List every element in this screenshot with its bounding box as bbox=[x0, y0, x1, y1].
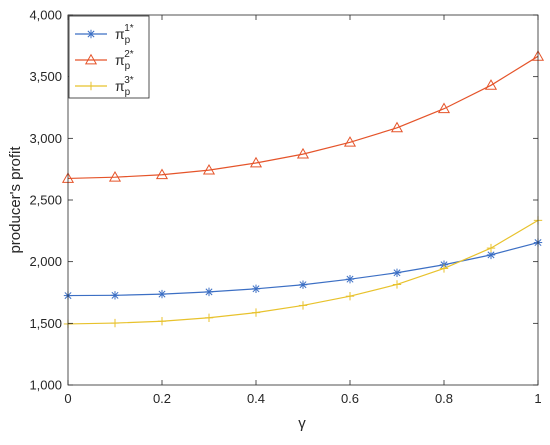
series-1-point bbox=[204, 287, 214, 297]
x-axis-label: γ bbox=[298, 415, 306, 432]
series-1-point-stroke bbox=[252, 285, 260, 293]
x-tick-label: 0.8 bbox=[435, 391, 453, 406]
legend-label-sub: p bbox=[125, 35, 131, 46]
series-2-point-shape bbox=[437, 102, 451, 114]
series-2-point-shape bbox=[296, 147, 310, 159]
series-1-point-stroke bbox=[487, 251, 495, 259]
legend-swatch-marker bbox=[86, 81, 96, 91]
x-tick-label: 1 bbox=[534, 391, 541, 406]
series-3-point bbox=[345, 292, 355, 301]
y-axis-label: producer's profit bbox=[7, 146, 24, 254]
series-3-point bbox=[157, 317, 167, 326]
legend-box bbox=[68, 15, 150, 99]
series-1-point-stroke bbox=[111, 291, 119, 299]
series-3-point bbox=[486, 243, 496, 253]
series-2-point bbox=[343, 136, 357, 147]
legend-label: πp1* bbox=[115, 23, 134, 46]
series-1-point bbox=[392, 268, 402, 277]
legend-label-sub: p bbox=[125, 61, 131, 72]
series-2-point-shape bbox=[202, 163, 216, 175]
series-3-point bbox=[392, 280, 402, 289]
series-2-point-shape bbox=[484, 79, 498, 90]
y-tick-label: 3,000 bbox=[29, 131, 62, 146]
series-2-line bbox=[67, 55, 539, 180]
series-2-point bbox=[202, 163, 216, 175]
series-1-point bbox=[157, 289, 167, 299]
series-2-point-shape bbox=[390, 121, 404, 133]
x-tick-label: 0 bbox=[64, 391, 71, 406]
legend-label: πp2* bbox=[115, 49, 134, 72]
series-1-point-stroke bbox=[393, 269, 401, 277]
x-tick-label: 0.4 bbox=[247, 391, 265, 406]
series-2-point bbox=[437, 102, 451, 114]
series-1-point-stroke bbox=[299, 281, 307, 289]
series-2-point bbox=[296, 147, 310, 159]
series-1-point bbox=[298, 280, 308, 289]
series-3-point bbox=[251, 308, 261, 317]
y-tick-label: 4,000 bbox=[29, 8, 62, 23]
legend-swatch-marker-stroke bbox=[87, 30, 95, 38]
x-tick-label: 0.6 bbox=[341, 391, 359, 406]
series-2-point-shape bbox=[108, 170, 122, 182]
series-1-point-stroke bbox=[205, 288, 213, 296]
series-3 bbox=[63, 216, 543, 329]
axes-layer: 0 0.2 0.4 0.6 0.8 1 1,000 1,500 2,000 2,500 3,000 3… bbox=[29, 8, 541, 407]
legend-swatch-marker-shape bbox=[84, 53, 98, 65]
series-3-point bbox=[439, 264, 449, 273]
series-3-point bbox=[204, 313, 214, 322]
series-2-point bbox=[249, 156, 263, 168]
legend-label-base: π bbox=[115, 26, 125, 42]
legend-swatch-marker bbox=[84, 53, 98, 65]
legend-label-sup: 3* bbox=[124, 75, 134, 86]
legend-label: πp3* bbox=[115, 75, 134, 98]
y-tick-label: 1,000 bbox=[29, 378, 62, 393]
series-1-point-stroke bbox=[346, 275, 354, 283]
legend-item-3: πp3* bbox=[75, 75, 134, 98]
series-1-point bbox=[110, 291, 120, 300]
series-1-point-stroke bbox=[158, 290, 166, 298]
y-tick-label: 2,500 bbox=[29, 193, 62, 208]
series-2-point bbox=[390, 121, 404, 133]
legend-swatch-marker bbox=[86, 29, 96, 39]
legend-item-2: πp2* bbox=[75, 49, 134, 72]
series-2-point-shape bbox=[155, 168, 169, 180]
series-2-point-shape bbox=[343, 136, 357, 147]
series-2-point-shape bbox=[249, 156, 263, 168]
legend-item-1: πp1* bbox=[75, 23, 134, 46]
y-tick-label: 1,500 bbox=[29, 316, 62, 331]
y-tick-label: 3,500 bbox=[29, 69, 62, 84]
legend-label-sup: 1* bbox=[124, 23, 134, 34]
legend: πp1*πp2*πp3* bbox=[68, 15, 150, 99]
legend-label-sub: p bbox=[125, 87, 131, 98]
legend-label-base: π bbox=[115, 78, 125, 94]
series-1-point bbox=[345, 274, 355, 284]
series-2-point bbox=[155, 168, 169, 180]
y-tick-label: 2,000 bbox=[29, 254, 62, 269]
series-3-point bbox=[298, 301, 308, 310]
series-layer bbox=[61, 50, 545, 329]
series-3-point bbox=[110, 318, 120, 328]
x-tick-label: 0.2 bbox=[153, 391, 171, 406]
series-2-point bbox=[484, 79, 498, 90]
series-2-point bbox=[108, 170, 122, 182]
series-1-point bbox=[251, 284, 261, 293]
legend-label-sup: 2* bbox=[124, 49, 134, 60]
legend-label-base: π bbox=[115, 52, 125, 68]
